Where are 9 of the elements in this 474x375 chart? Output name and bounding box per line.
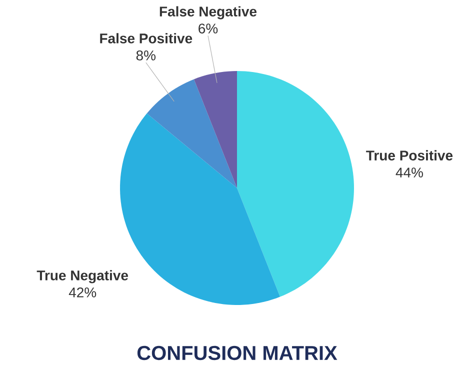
- slice-label: False Positive: [100, 33, 192, 44]
- data-label: 44%: [396, 168, 423, 178]
- data-label: 8%: [136, 50, 156, 60]
- slice-label: False Negative: [160, 6, 257, 20]
- slice-label: True Negative: [36, 270, 128, 284]
- data-label: 42%: [68, 287, 96, 298]
- text: CONFUSION MATRIX: [137, 346, 338, 360]
- data-label: 6%: [198, 24, 218, 34]
- slice-label: True Positive: [366, 150, 453, 160]
